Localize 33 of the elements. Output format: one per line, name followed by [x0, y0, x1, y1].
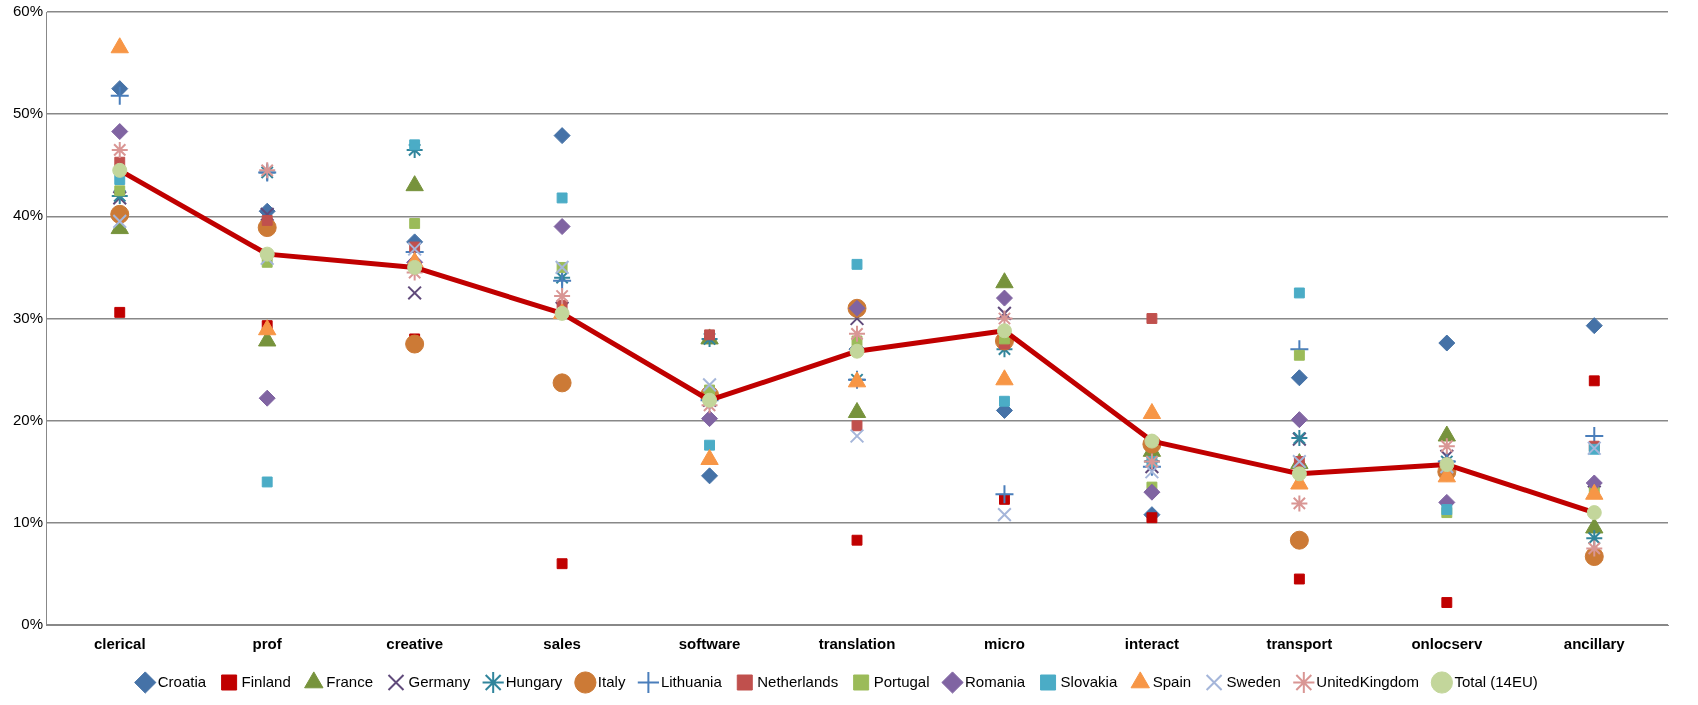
x-tick-label: ancillary	[1563, 635, 1626, 653]
y-tick-label: 50%	[12, 104, 44, 122]
legend-label: Germany	[408, 672, 471, 690]
x-tick-label: creative	[386, 635, 444, 653]
x-tick-label: prof	[252, 635, 283, 653]
y-tick-label: 30%	[12, 308, 44, 326]
legend-label: UnitedKingdom	[1316, 672, 1419, 690]
legend-label: Spain	[1152, 672, 1192, 690]
legend-label: Slovakia	[1060, 672, 1118, 690]
legend-label: Romania	[965, 672, 1026, 690]
legend-label: Portugal	[873, 672, 930, 690]
x-tick-label: transport	[1266, 635, 1333, 653]
legend-label: Total (14EU)	[1454, 672, 1538, 690]
x-tick-label: clerical	[93, 635, 146, 653]
y-tick-label: 60%	[12, 2, 44, 20]
y-tick-label: 10%	[12, 512, 44, 530]
y-tick-label: 40%	[12, 206, 44, 224]
legend-label: Croatia	[157, 672, 207, 690]
legend-label: Finland	[241, 672, 291, 690]
legend-label: France	[326, 672, 373, 690]
x-tick-label: sales	[543, 635, 581, 653]
x-tick-label: onlocserv	[1411, 635, 1483, 653]
legend-label: Netherlands	[757, 672, 839, 690]
x-tick-label: interact	[1124, 635, 1180, 653]
y-tick-label: 0%	[21, 615, 44, 633]
x-tick-label: translation	[818, 635, 896, 653]
legend-label: Hungary	[505, 672, 563, 690]
x-tick-label: micro	[984, 635, 1025, 653]
y-tick-label: 20%	[12, 410, 44, 428]
legend-label: Italy	[597, 672, 626, 690]
legend-label: Lithuania	[660, 672, 723, 690]
legend-label: Sweden	[1226, 672, 1281, 690]
x-tick-label: software	[678, 635, 741, 653]
